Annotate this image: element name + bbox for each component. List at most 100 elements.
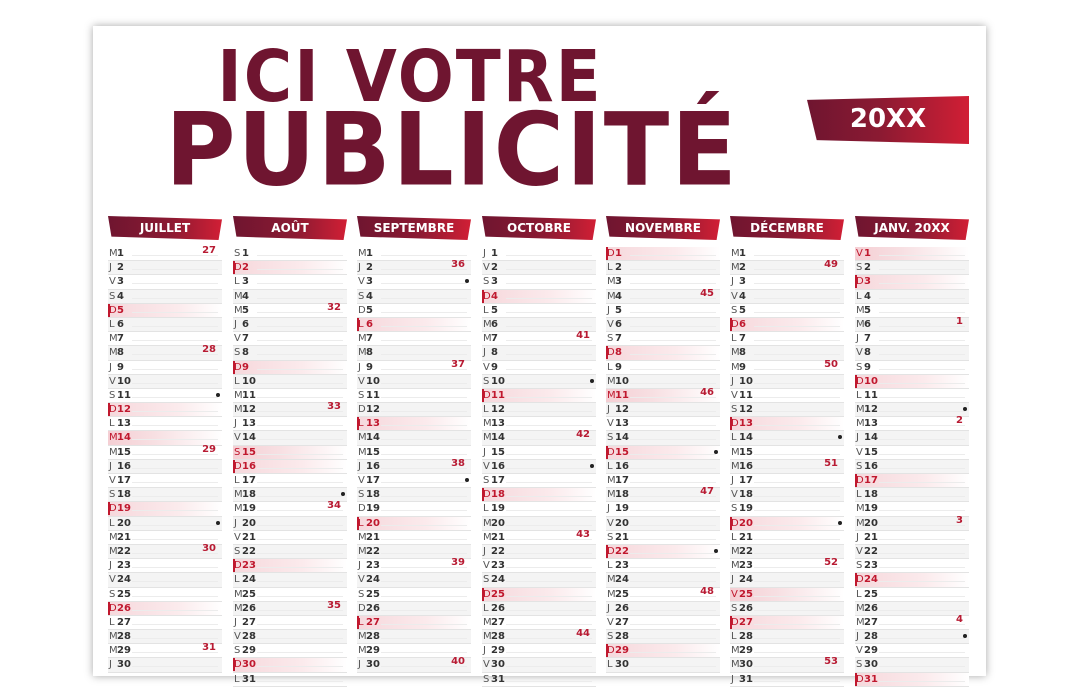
weekday-letter: D bbox=[607, 248, 615, 259]
weekday-letter: J bbox=[731, 673, 734, 685]
day-number: 27 bbox=[864, 616, 878, 628]
weekday-letter: M bbox=[483, 418, 492, 430]
weekday-letter: L bbox=[109, 418, 115, 430]
day-number: 7 bbox=[366, 333, 373, 345]
saint-line bbox=[381, 510, 467, 512]
day-number: 8 bbox=[117, 347, 124, 359]
saint-line bbox=[381, 496, 467, 498]
day-number: 6 bbox=[864, 318, 871, 330]
day-row: M 7 41 bbox=[482, 330, 596, 347]
day-number: 6 bbox=[366, 318, 373, 330]
weekday-letter: L bbox=[358, 517, 364, 529]
day-row: M 28 bbox=[108, 630, 222, 645]
weekday-letter: D bbox=[109, 602, 117, 614]
weekday-letter: M bbox=[109, 545, 118, 557]
weekday-letter: D bbox=[234, 560, 242, 572]
day-row: M 11 bbox=[233, 389, 347, 404]
month-header-shape bbox=[606, 216, 720, 240]
day-row: L 25 bbox=[855, 588, 969, 602]
saint-line bbox=[257, 482, 343, 483]
day-number: 25 bbox=[739, 588, 753, 600]
weekday-letter: M bbox=[234, 489, 243, 501]
saint-line bbox=[879, 666, 965, 668]
day-number: 29 bbox=[739, 645, 753, 657]
weekday-letter: L bbox=[731, 432, 737, 444]
saint-line bbox=[754, 538, 840, 540]
saint-line bbox=[132, 311, 218, 313]
saint-line bbox=[132, 524, 218, 526]
weekday-letter: M bbox=[483, 333, 492, 345]
weekday-letter: M bbox=[856, 418, 865, 430]
weekday-letter: J bbox=[109, 262, 112, 274]
weekday-letter: L bbox=[731, 333, 737, 345]
saint-line bbox=[381, 524, 467, 526]
day-number: 15 bbox=[491, 446, 505, 458]
day-number: 2 bbox=[366, 262, 373, 274]
saint-line bbox=[381, 340, 467, 342]
day-number: 11 bbox=[366, 389, 380, 401]
weekday-letter: J bbox=[234, 318, 237, 330]
saint-line bbox=[381, 439, 467, 441]
year-banner-shape bbox=[807, 96, 969, 144]
weekday-letter: S bbox=[109, 389, 116, 401]
weekday-letter: V bbox=[731, 389, 738, 401]
sunday-marker bbox=[108, 403, 110, 417]
week-number: 32 bbox=[327, 301, 341, 313]
saint-line bbox=[257, 255, 343, 256]
day-number: 22 bbox=[242, 545, 256, 557]
weekday-letter: V bbox=[607, 517, 614, 529]
day-number: 5 bbox=[366, 304, 373, 316]
day-list: J 1 V 2 S 3 D 4 L 5 M 6 M 7 41 J 8 V 9 S 10 D 11 L 12 M 13 M 14 42 J 15… bbox=[482, 247, 596, 687]
weekday-letter: J bbox=[358, 262, 361, 274]
day-number: 11 bbox=[864, 389, 878, 401]
saint-line bbox=[754, 482, 840, 483]
saint-line bbox=[630, 467, 716, 469]
saint-line bbox=[381, 325, 467, 327]
month-column: OCTOBRE J 1 V 2 S 3 D 4 L 5 M 6 M 7 41 J 8 V 9 S 10 D 11 L 12 M 13 M… bbox=[482, 216, 596, 687]
saint-line bbox=[879, 609, 965, 611]
day-row: S 17 bbox=[482, 474, 596, 489]
day-number: 3 bbox=[366, 276, 373, 288]
day-row: M 15 bbox=[357, 446, 471, 460]
day-row: D 19 bbox=[357, 502, 471, 517]
day-row: S 19 bbox=[730, 502, 844, 517]
saint-line bbox=[257, 325, 343, 327]
saint-line bbox=[381, 609, 467, 611]
weekday-letter: V bbox=[856, 347, 863, 359]
month-header: DÉCEMBRE bbox=[730, 216, 844, 240]
weekday-letter: V bbox=[109, 375, 116, 387]
moon-phase-icon bbox=[838, 520, 842, 525]
day-list: M 1 J 2 36 V 3 S 4 D 5 L 6 M 7 M 8 J 9 37 V 10 S 11 D 12 L 13 M 14 M 15… bbox=[357, 247, 471, 673]
weekday-letter: V bbox=[731, 290, 738, 302]
day-number: 24 bbox=[491, 574, 505, 586]
day-number: 22 bbox=[739, 545, 753, 557]
sunday-marker bbox=[357, 615, 359, 629]
saint-line bbox=[630, 609, 716, 611]
day-number: 9 bbox=[117, 361, 124, 373]
day-number: 25 bbox=[117, 588, 131, 600]
weekday-letter: M bbox=[234, 602, 243, 614]
day-number: 25 bbox=[491, 588, 505, 600]
day-row: M 1 27 bbox=[108, 245, 222, 262]
saint-line bbox=[754, 255, 840, 256]
day-row: D 15 bbox=[606, 445, 720, 460]
day-row: L 20 bbox=[357, 516, 471, 531]
week-number: 44 bbox=[576, 628, 590, 640]
saint-line bbox=[754, 638, 840, 640]
day-row: S 10 bbox=[482, 374, 596, 389]
day-number: 15 bbox=[615, 446, 629, 458]
weekday-letter: M bbox=[483, 318, 492, 330]
saint-line bbox=[257, 638, 343, 640]
day-row: M 25 bbox=[233, 588, 347, 602]
saint-line bbox=[257, 382, 343, 384]
weekday-letter: L bbox=[856, 489, 862, 501]
saint-line bbox=[754, 354, 840, 356]
sunday-marker bbox=[108, 502, 110, 516]
day-number: 26 bbox=[117, 602, 131, 614]
saint-line bbox=[879, 552, 965, 554]
saint-line bbox=[879, 538, 965, 540]
